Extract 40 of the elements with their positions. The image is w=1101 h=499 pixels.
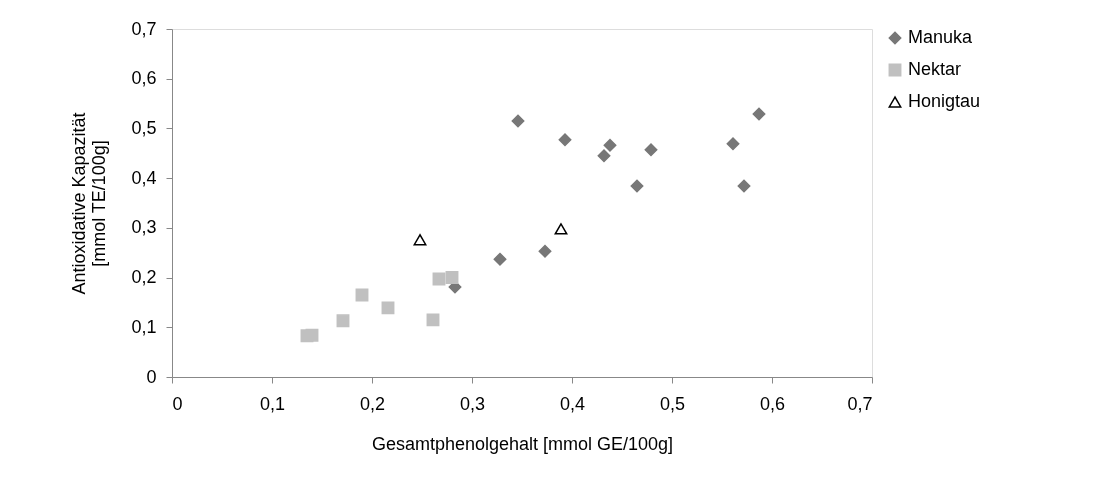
y-tick-label: 0,5 (131, 117, 157, 138)
point (597, 149, 611, 163)
x-tick-label: 0,1 (259, 393, 286, 414)
y-tick-label: 0,4 (131, 167, 157, 188)
x-tick-label: 0,6 (759, 393, 786, 414)
point (413, 234, 427, 246)
legend-label: Honigtau (908, 91, 981, 111)
point (445, 271, 459, 285)
legend-label: Manuka (908, 27, 974, 47)
x-tick-label: 0,5 (659, 393, 686, 414)
y-tick-label: 0,1 (131, 316, 157, 337)
point (737, 179, 751, 193)
point (558, 133, 572, 147)
point (644, 143, 658, 157)
y-tick-label: 0,2 (131, 267, 157, 288)
point (603, 138, 617, 152)
x-tick-label: 0,2 (359, 393, 386, 414)
point (538, 244, 552, 258)
point (752, 107, 766, 121)
x-axis-title: Gesamtphenolgehalt [mmol GE/100g] (371, 433, 674, 454)
point (432, 272, 446, 286)
y-tick-label: 0,6 (131, 68, 157, 89)
y-axis-title: Antioxidative Kapazität [mmol TE/100g] (69, 112, 110, 295)
x-tick-label: 0,4 (559, 393, 586, 414)
x-tick-label: 0,7 (847, 393, 873, 414)
y-tick-label: 0,3 (131, 217, 157, 238)
point (630, 179, 644, 193)
y-tick-label: 0,7 (131, 18, 157, 39)
point (305, 328, 319, 342)
x-tick-label: 0,3 (459, 393, 486, 414)
point (726, 137, 740, 151)
x-tick-label: 0 (172, 393, 183, 414)
point (493, 252, 507, 266)
point (381, 301, 395, 315)
legend-label: Nektar (908, 59, 962, 79)
point (554, 223, 568, 235)
point (511, 114, 525, 128)
y-tick-label: 0 (146, 366, 157, 387)
point (426, 313, 440, 327)
point (336, 314, 350, 328)
